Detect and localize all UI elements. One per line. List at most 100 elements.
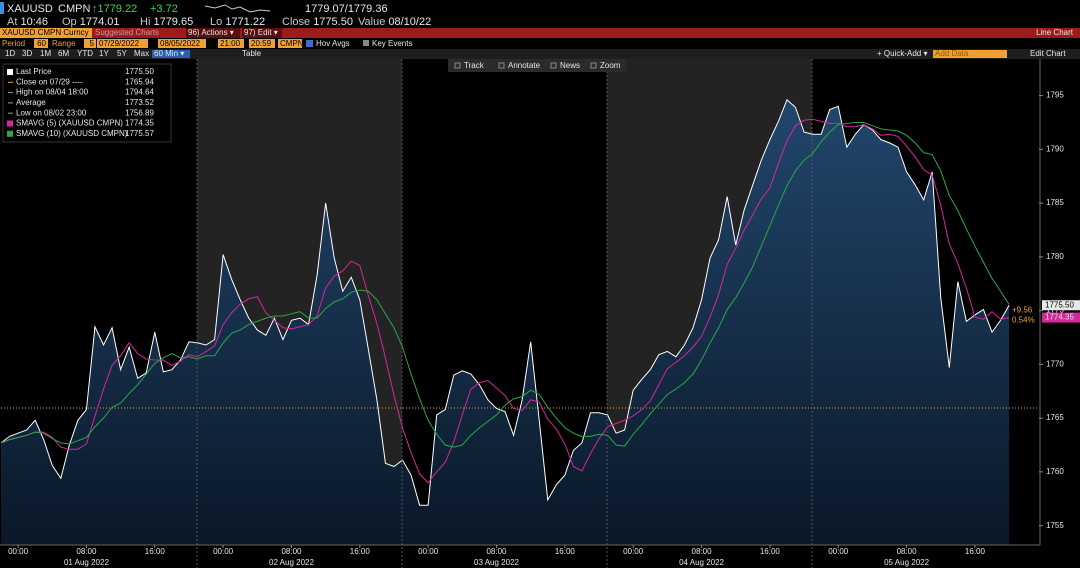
- change-label: +9.56: [1012, 305, 1033, 314]
- y-tick-label: 1795: [1046, 91, 1064, 100]
- timeframe-button[interactable]: 1Y: [99, 49, 109, 58]
- y-tick-label: 1780: [1046, 252, 1064, 261]
- x-tick-label: 08:00: [692, 547, 713, 556]
- table-button[interactable]: Table: [242, 49, 262, 58]
- timeframe-button[interactable]: Max: [134, 49, 149, 58]
- change: +3.72: [150, 3, 178, 15]
- legend-value: 1775.50: [125, 67, 154, 76]
- security[interactable]: XAUUSD CMPN Curncy: [2, 28, 89, 37]
- timeframe-button[interactable]: YTD: [77, 49, 93, 58]
- last-price-label: 1775.50: [1045, 300, 1074, 309]
- menu-bar: [0, 28, 1080, 38]
- actions-menu[interactable]: 96) Actions ▾: [188, 28, 234, 37]
- edit-menu[interactable]: 97) Edit ▾: [244, 28, 278, 37]
- legend: [2, 63, 172, 143]
- add-data[interactable]: Add Data: [935, 49, 969, 58]
- sma5-box: [1042, 312, 1080, 323]
- legend-label: Low on 08/02 23:00: [16, 108, 87, 117]
- timeframe-button[interactable]: 6M: [58, 49, 69, 58]
- input-box[interactable]: [278, 39, 302, 48]
- x-tick-label: 16:00: [555, 547, 576, 556]
- start-date[interactable]: 07/29/2022: [99, 39, 140, 48]
- tool-button[interactable]: News: [560, 61, 580, 70]
- input-box[interactable]: [84, 39, 96, 48]
- input-box[interactable]: [158, 39, 206, 48]
- field-value: 1775.50: [313, 16, 353, 28]
- bid-ask: 1779.07/1779.36: [305, 3, 388, 15]
- timeframe-button[interactable]: 1D: [5, 49, 15, 58]
- key-events-icon[interactable]: [363, 40, 369, 46]
- tool-button[interactable]: Annotate: [508, 61, 541, 70]
- end-time[interactable]: 20:59: [251, 39, 272, 48]
- input-box[interactable]: [218, 39, 244, 48]
- edit-box[interactable]: [242, 28, 282, 38]
- interval[interactable]: 60 Min ▾: [154, 49, 184, 58]
- tools-bar: [448, 59, 626, 72]
- legend-label: Average: [16, 98, 46, 107]
- legend-swatch: [7, 120, 13, 127]
- period[interactable]: 60: [37, 39, 46, 48]
- range[interactable]: 5: [90, 39, 95, 48]
- input-box[interactable]: [97, 39, 148, 48]
- pct-label: 0.54%: [1012, 315, 1035, 324]
- timeframe-button[interactable]: 5Y: [117, 49, 127, 58]
- field-value: 1774.01: [80, 16, 120, 28]
- interval-box[interactable]: [152, 50, 190, 58]
- quote-field: Op 1774.01: [62, 16, 120, 28]
- x-tick-label: 08:00: [897, 547, 918, 556]
- field-value: 1771.22: [225, 16, 265, 28]
- input-box[interactable]: [249, 39, 275, 48]
- last-price-box: [1042, 300, 1080, 311]
- tool-button[interactable]: Zoom: [600, 61, 621, 70]
- tool-icon[interactable]: [498, 62, 505, 69]
- tool-icon[interactable]: [590, 62, 597, 69]
- input-box[interactable]: [34, 39, 48, 48]
- add-data-box[interactable]: [933, 50, 1007, 58]
- x-tick-label: 00:00: [623, 547, 644, 556]
- start-time[interactable]: 21:00: [220, 39, 241, 48]
- day-label: 03 Aug 2022: [474, 558, 519, 567]
- tool-icon[interactable]: [454, 62, 461, 69]
- quick-add[interactable]: + Quick-Add ▾: [877, 49, 927, 58]
- legend-label: SMAVG (10) (XAUUSD CMPN): [16, 129, 128, 138]
- legend-swatch: [7, 130, 13, 137]
- hov-avgs[interactable]: Hov Avgs: [316, 39, 350, 48]
- toolbar: [0, 49, 1080, 59]
- ticker: XAUUSD: [7, 3, 53, 15]
- actions-box[interactable]: [186, 28, 240, 38]
- timeframe-button[interactable]: 3D: [22, 49, 32, 58]
- timeframe-button[interactable]: 1M: [40, 49, 51, 58]
- end-date[interactable]: 08/05/2022: [160, 39, 201, 48]
- sparkline: [204, 4, 271, 13]
- area-fill: [1, 99, 1010, 546]
- x-tick-label: 16:00: [145, 547, 166, 556]
- legend-label: High on 08/04 18:00: [16, 88, 89, 97]
- x-tick-label: 00:00: [8, 547, 29, 556]
- field-label: Hi: [140, 16, 150, 28]
- y-tick-label: 1765: [1046, 413, 1064, 422]
- suggested-charts[interactable]: Suggested Charts: [95, 28, 159, 37]
- x-tick-label: 08:00: [486, 547, 507, 556]
- tool-button[interactable]: Track: [464, 61, 485, 70]
- field-label: Close: [282, 16, 310, 28]
- last-price: ↑1779.22: [92, 3, 137, 15]
- legend-label: Close on 07/29 ----: [16, 77, 83, 86]
- field-value: 1779.65: [153, 16, 193, 28]
- checkbox[interactable]: [306, 40, 313, 47]
- key-events[interactable]: Key Events: [372, 39, 412, 48]
- edit-chart[interactable]: Edit Chart: [1030, 49, 1066, 58]
- security-box[interactable]: [0, 28, 92, 38]
- legend-swatch: [7, 69, 13, 75]
- x-tick-label: 16:00: [965, 547, 986, 556]
- quote-field: Hi 1779.65: [140, 16, 193, 28]
- series-line: [0, 121, 1010, 448]
- field-label: Op: [62, 16, 77, 28]
- legend-value: 1775.57: [125, 129, 154, 138]
- pricing-source[interactable]: CMPN: [280, 39, 304, 48]
- x-tick-label: 16:00: [350, 547, 371, 556]
- tool-icon[interactable]: [550, 62, 557, 69]
- period-label: Period: [2, 39, 25, 48]
- y-tick-label: 1790: [1046, 144, 1064, 153]
